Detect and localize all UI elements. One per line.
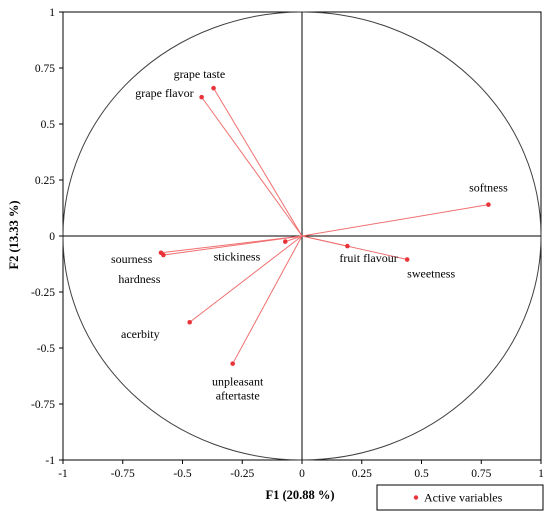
y-tick-label: 0.5 <box>41 119 56 131</box>
x-tick-label: -0.25 <box>230 468 254 480</box>
ticks-layer: -1 -0.75 -0.5 -0.25 0 0.25 0.5 0.75 1 1 0.75 0.5 0.2… <box>31 7 544 480</box>
label-acerbity: acerbity <box>121 327 160 341</box>
y-tick-label: -0.75 <box>31 399 55 411</box>
vector-grape-flavor <box>201 96 303 237</box>
x-tick-label: -0.75 <box>111 468 135 480</box>
point-stickiness <box>282 239 288 244</box>
point-fruit-flavour <box>345 243 350 249</box>
label-stickiness: stickiness <box>214 250 261 264</box>
labels-layer: grape taste grape flavor softness sourness h… <box>111 67 508 403</box>
y-tick-label: 0 <box>49 231 55 243</box>
point-grape-taste <box>211 85 216 91</box>
label-sweetness: sweetness <box>407 267 455 281</box>
legend-marker <box>413 495 419 500</box>
vectors-layer <box>160 87 489 364</box>
label-unpleasant-aftertaste: unpleasant aftertaste <box>212 375 264 403</box>
vector-hardness <box>163 235 303 256</box>
y-tick-label: -0.25 <box>31 287 55 299</box>
point-grape-flavor <box>199 94 204 100</box>
label-hardness: hardness <box>118 272 160 286</box>
y-tick-label: -0.5 <box>37 343 55 355</box>
label-sourness: sourness <box>111 252 153 266</box>
y-tick-label: 1 <box>49 7 55 19</box>
x-tick-label: -0.5 <box>173 468 191 480</box>
y-tick-label: 0.75 <box>35 63 55 75</box>
label-fruit-flavour: fruit flavour <box>339 251 397 265</box>
vector-softness <box>301 204 489 237</box>
point-unpleasant-aftertaste <box>230 361 235 366</box>
point-acerbity <box>187 319 192 325</box>
point-softness <box>486 202 491 207</box>
y-tick-label: -1 <box>45 455 55 467</box>
vector-acerbity <box>189 235 303 323</box>
x-tick-label: -1 <box>58 468 68 480</box>
vector-grape-taste <box>213 87 303 237</box>
x-axis-title: F1 (20.88 %) <box>265 488 334 502</box>
x-tick-label: 0.25 <box>352 468 372 480</box>
y-tick-label: 0.25 <box>35 175 55 187</box>
legend: Active variables <box>376 484 544 511</box>
legend-entry-active-variables: Active variables <box>424 491 503 505</box>
label-grape-taste: grape taste <box>174 67 226 81</box>
point-sweetness <box>404 257 410 262</box>
x-tick-label: 1 <box>538 468 544 480</box>
label-grape-flavor: grape flavor <box>135 86 193 100</box>
vector-sweetness <box>301 235 408 261</box>
legend-box <box>376 484 544 511</box>
y-axis-title: F2 (13.33 %) <box>7 200 21 269</box>
point-hardness <box>161 252 166 258</box>
x-tick-label: 0.75 <box>471 468 491 480</box>
x-tick-label: 0 <box>299 468 305 480</box>
vector-unpleasant-aftertaste <box>232 235 303 364</box>
vector-stickiness <box>285 235 303 243</box>
x-tick-label: 0.5 <box>414 468 429 480</box>
points-layer <box>158 85 491 366</box>
label-softness: softness <box>469 181 508 195</box>
